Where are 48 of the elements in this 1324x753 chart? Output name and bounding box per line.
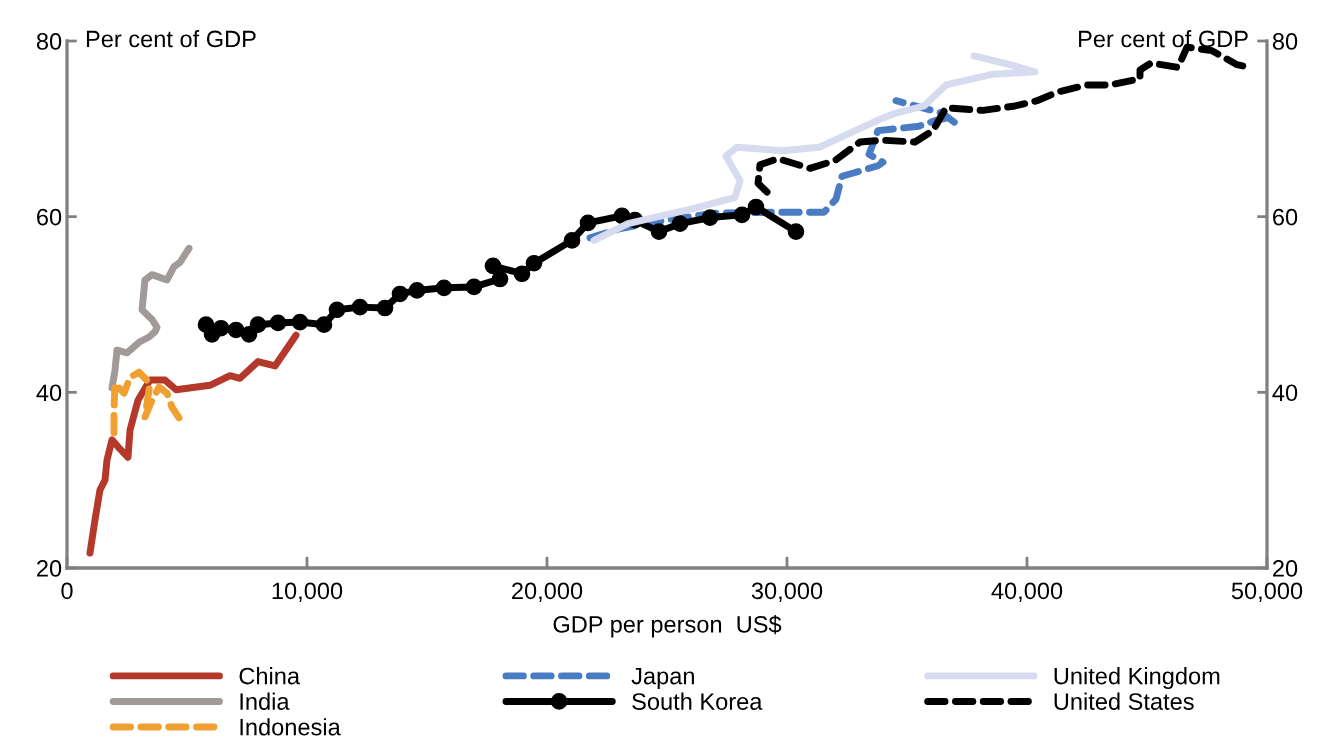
point bbox=[249, 316, 267, 334]
x-tick-label: 20,000 bbox=[512, 582, 583, 603]
legend-label: United States bbox=[1054, 692, 1194, 710]
y2-tick-label: 40 bbox=[1272, 384, 1298, 402]
point bbox=[328, 301, 346, 319]
x-tick-label: 40,000 bbox=[991, 582, 1063, 603]
point bbox=[747, 198, 765, 216]
x-axis-title: GDP per person US$ bbox=[553, 615, 782, 638]
x-tick-label: 0 bbox=[61, 582, 73, 600]
y2-tick-label: 20 bbox=[1273, 560, 1298, 577]
point bbox=[227, 321, 245, 339]
point bbox=[212, 319, 230, 337]
point bbox=[701, 209, 719, 226]
point bbox=[408, 282, 426, 299]
point bbox=[465, 278, 483, 296]
legend-label: Indonesia bbox=[240, 718, 341, 736]
y2-tick-label: 60 bbox=[1273, 208, 1298, 226]
y-axis-title: Per cent of GDP bbox=[86, 30, 256, 48]
point bbox=[376, 299, 394, 317]
point bbox=[650, 223, 668, 240]
y-tick-label: 40 bbox=[36, 384, 62, 402]
legend-label: South Korea bbox=[632, 692, 763, 710]
point bbox=[671, 215, 689, 233]
x-tick-label: 30,000 bbox=[751, 582, 823, 603]
point bbox=[491, 270, 509, 288]
y2-tick-label: 80 bbox=[1272, 33, 1298, 50]
point bbox=[484, 257, 502, 275]
legend-label: India bbox=[240, 692, 290, 710]
point bbox=[787, 223, 805, 240]
x-tick-label: 50,000 bbox=[1231, 582, 1303, 603]
point bbox=[315, 316, 333, 334]
point bbox=[579, 214, 597, 232]
point bbox=[435, 279, 453, 297]
legend-label: United Kingdom bbox=[1054, 667, 1220, 690]
legend-label: China bbox=[239, 667, 301, 685]
x-tick-label: 10,000 bbox=[272, 582, 343, 603]
point bbox=[563, 232, 581, 249]
point bbox=[733, 206, 751, 224]
point bbox=[513, 265, 531, 283]
point bbox=[525, 254, 543, 272]
point bbox=[391, 285, 409, 303]
y-tick-label: 80 bbox=[36, 33, 62, 50]
point bbox=[351, 298, 369, 316]
y-tick-label: 20 bbox=[37, 560, 62, 577]
y-tick-label: 60 bbox=[37, 208, 62, 226]
point bbox=[291, 313, 309, 331]
legend-label: Japan bbox=[631, 667, 694, 690]
point bbox=[269, 314, 287, 332]
